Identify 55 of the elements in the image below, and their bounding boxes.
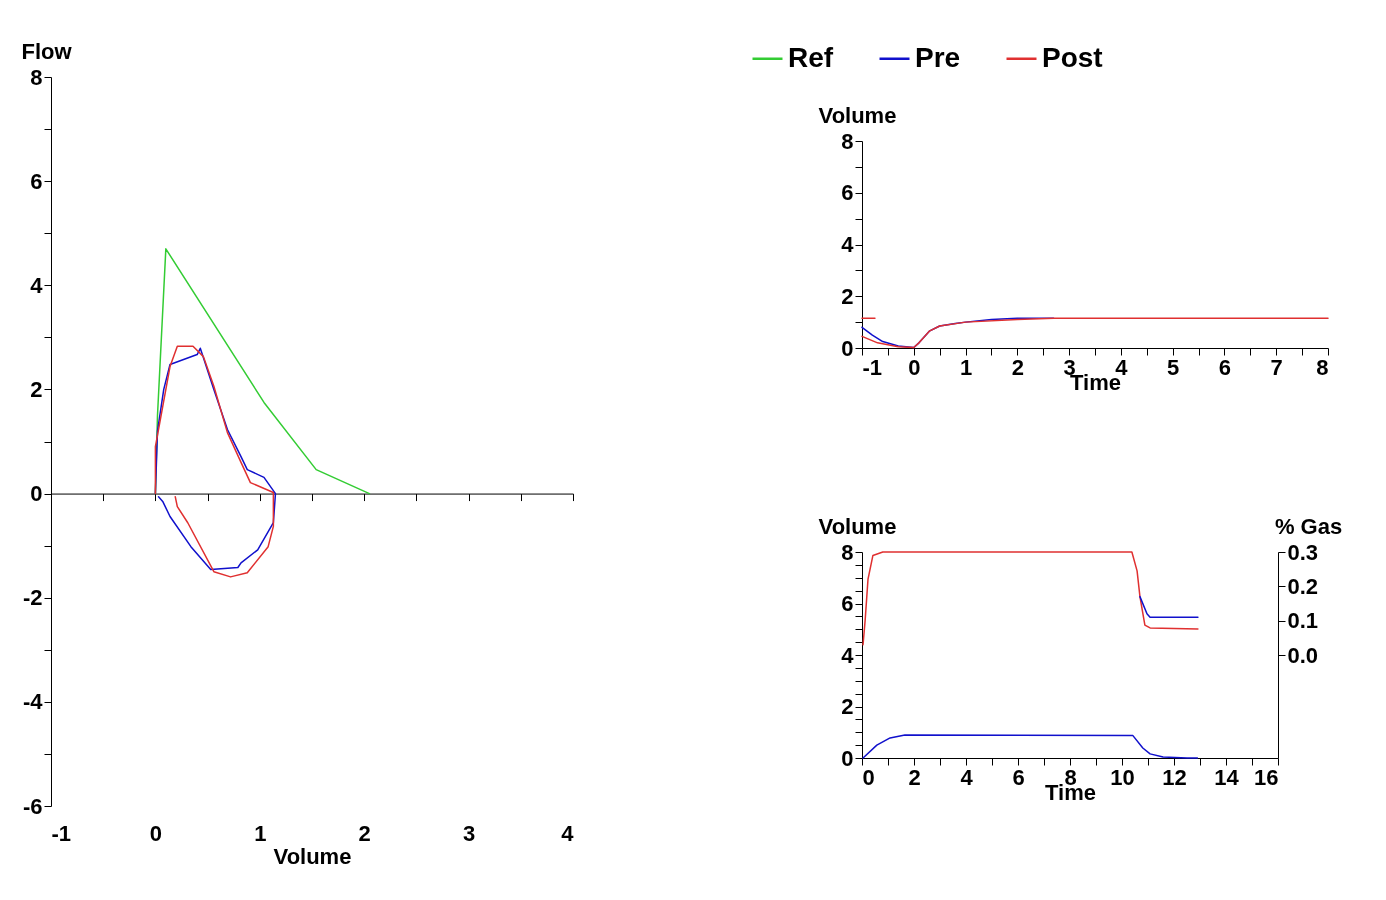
x-tick-label: 1 (254, 820, 267, 846)
y-tick-label: 8 (841, 539, 854, 565)
y2-tick-label: 0.3 (1287, 539, 1319, 565)
x-tick-label: 1 (959, 354, 973, 380)
y-axis-title: Volume (818, 513, 897, 539)
y2-axis-title: % Gas (1274, 513, 1343, 539)
x-axis-title: Volume (273, 843, 352, 869)
y2-tick-label: 0.0 (1287, 642, 1319, 668)
x-tick-label: 2 (908, 764, 921, 790)
line-series (862, 551, 1199, 646)
y-tick-label: 2 (841, 283, 854, 309)
y-tick-label: 8 (30, 64, 43, 90)
y-tick-label: 0 (841, 335, 854, 361)
x-tick-label: 5 (1167, 354, 1180, 380)
y-tick-label: -6 (22, 793, 43, 819)
x-tick-label: 2 (1011, 354, 1024, 380)
x-tick-label: 2 (358, 820, 371, 846)
legend-label: Post (1042, 41, 1103, 73)
legend-label: Pre (915, 41, 961, 73)
x-tick-label: 6 (1012, 764, 1025, 790)
y-tick-label: 6 (841, 180, 854, 206)
x-tick-label: 6 (1218, 354, 1232, 380)
y-tick-label: 2 (30, 376, 43, 402)
y-tick-label: 4 (30, 272, 44, 298)
y-tick-label: 4 (841, 232, 855, 257)
x-tick-label: 14 (1214, 764, 1240, 790)
y-tick-label: 0 (30, 481, 43, 507)
y-tick-label: 6 (30, 168, 43, 194)
y-axis-title: Volume (818, 102, 897, 128)
x-tick-label: 8 (1316, 354, 1329, 380)
y-tick-label: 6 (841, 591, 854, 616)
y2-tick-label: 0.2 (1287, 573, 1319, 599)
x-tick-label: 0 (149, 820, 163, 846)
line-series (154, 248, 371, 495)
x-tick-label: 4 (960, 764, 974, 790)
x-tick-label: 3 (462, 820, 476, 846)
legend-label: Ref (788, 41, 834, 73)
y-tick-label: 2 (841, 694, 854, 719)
y-tick-label: 4 (841, 642, 855, 668)
x-tick-label: -1 (862, 354, 883, 380)
line-series (862, 734, 1199, 759)
y-tick-label: -4 (22, 689, 44, 715)
x-tick-label: 0 (908, 354, 921, 380)
x-tick-label: 7 (1270, 354, 1283, 380)
x-tick-label: 16 (1254, 764, 1279, 790)
x-tick-label: 10 (1110, 764, 1135, 790)
y-axis-title: Flow (21, 38, 73, 64)
x-tick-label: 0 (862, 764, 875, 790)
x-tick-label: -1 (51, 820, 72, 846)
y2-tick-label: 0.1 (1287, 608, 1319, 634)
x-tick-label: 4 (561, 820, 575, 846)
x-tick-label: 12 (1162, 764, 1187, 790)
y-tick-label: 0 (841, 745, 854, 771)
y-tick-label: -2 (22, 585, 43, 611)
y-tick-label: 8 (841, 128, 854, 154)
